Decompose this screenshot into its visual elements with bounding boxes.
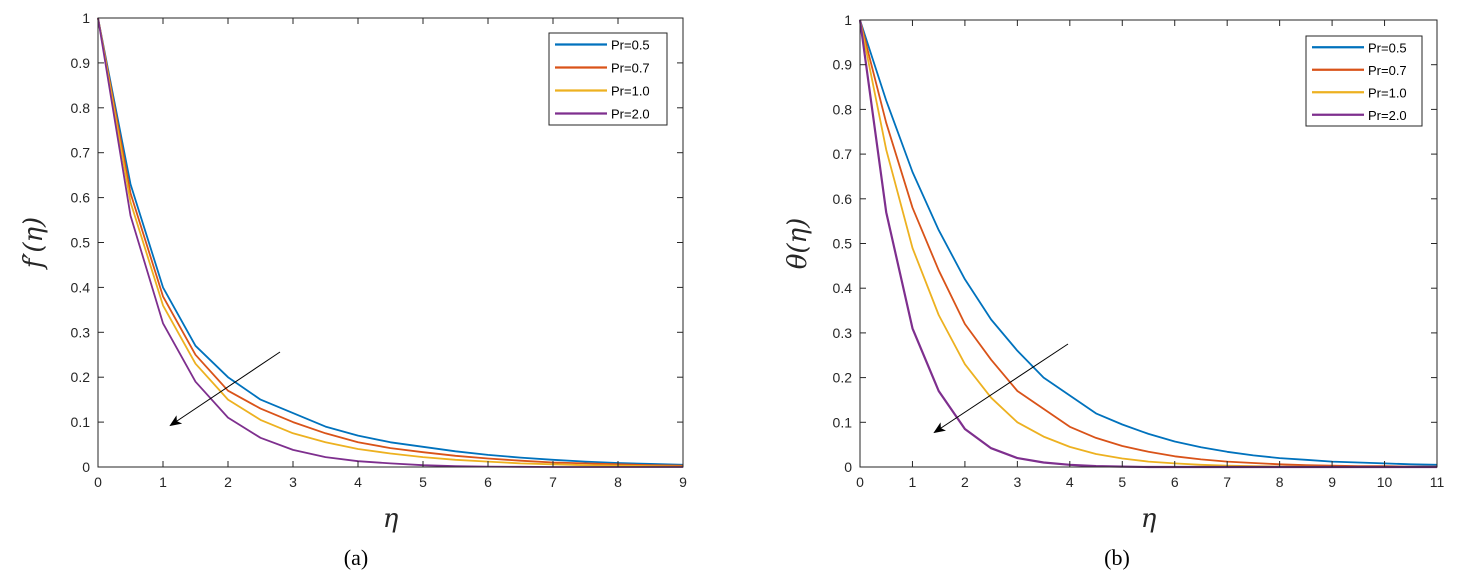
y-tick-label: 1 — [82, 10, 90, 26]
y-tick-label: 0.7 — [71, 145, 91, 161]
y-tick-label: 0.8 — [71, 100, 91, 116]
x-tick-label: 7 — [1223, 474, 1231, 490]
legend-entry-label: Pr=0.7 — [1368, 63, 1407, 78]
x-tick-label: 0 — [856, 474, 864, 490]
panel-caption: (a) — [344, 545, 368, 570]
y-axis-label: f′(η) — [19, 217, 49, 270]
y-tick-label: 0.6 — [833, 191, 853, 207]
y-tick-label: 0.8 — [833, 101, 853, 117]
legend-entry-label: Pr=2.0 — [1368, 108, 1407, 123]
x-axis-label: η — [1141, 504, 1157, 534]
x-tick-label: 5 — [1118, 474, 1126, 490]
y-tick-label: 0.5 — [833, 236, 853, 252]
y-tick-label: 0.2 — [833, 370, 853, 386]
legend-entry-label: Pr=0.5 — [611, 38, 650, 53]
x-tick-label: 6 — [484, 474, 492, 490]
y-tick-label: 0.4 — [833, 280, 853, 296]
series-line-pr-1-0 — [97, 17, 684, 468]
x-tick-label: 9 — [679, 474, 687, 490]
legend: Pr=0.5 Pr=0.7 Pr=1.0 Pr=2.0 — [1305, 35, 1423, 127]
series-line-pr-0-7 — [97, 17, 684, 467]
y-tick-label: 0.4 — [71, 279, 91, 295]
series-line-pr-0-5 — [859, 19, 1438, 466]
y-tick-label: 0.9 — [71, 55, 91, 71]
x-tick-label: 3 — [289, 474, 297, 490]
y-tick-label: 0.9 — [833, 57, 853, 73]
legend-entry-label: Pr=0.7 — [611, 61, 650, 76]
trend-arrow — [169, 351, 281, 427]
y-tick-label: 0.5 — [71, 235, 91, 251]
legend-entry-label: Pr=2.0 — [611, 107, 650, 122]
y-tick-label: 0 — [844, 459, 852, 475]
y-tick-label: 0.3 — [833, 325, 853, 341]
series-line-pr-0-5 — [97, 17, 684, 466]
y-tick-label: 0.2 — [71, 369, 91, 385]
x-tick-label: 8 — [1276, 474, 1284, 490]
y-tick-label: 0.1 — [71, 414, 91, 430]
legend-entry-label: Pr=1.0 — [1368, 85, 1407, 100]
x-tick-label: 5 — [419, 474, 427, 490]
y-tick-label: 0 — [82, 459, 90, 475]
x-axis-label: η — [383, 504, 399, 534]
chart-panel-b: 0 1 2 3 4 5 6 7 8 9 10 11 0 0.1 0.2 0.3 0.4 0.5 0.6 0.7 0.8 0… — [783, 12, 1444, 570]
y-tick-label: 0.7 — [833, 146, 853, 162]
x-tick-label: 11 — [1430, 474, 1445, 490]
x-tick-label: 6 — [1171, 474, 1179, 490]
y-tick-label: 0.3 — [71, 324, 91, 340]
legend-entry-label: Pr=0.5 — [1368, 40, 1407, 55]
x-tick-label: 9 — [1328, 474, 1336, 490]
x-tick-label: 10 — [1377, 474, 1393, 490]
x-tick-label: 1 — [909, 474, 917, 490]
trend-arrow — [933, 343, 1069, 434]
x-tick-label: 0 — [94, 474, 102, 490]
x-tick-label: 8 — [614, 474, 622, 490]
x-tick-label: 2 — [224, 474, 232, 490]
legend-box — [1305, 35, 1423, 127]
x-tick-label: 3 — [1013, 474, 1021, 490]
x-tick-label: 4 — [354, 474, 362, 490]
series-line-pr-0-7 — [859, 19, 1437, 468]
x-tick-label: 1 — [159, 474, 167, 490]
chart-panel-a: 0 1 2 3 4 5 6 7 8 9 0 0.1 0.2 0.3 0.4 0.5 0.6 0.7 0.8 0.9 1 η… — [19, 10, 687, 570]
x-tick-label: 2 — [961, 474, 969, 490]
legend-entry-label: Pr=1.0 — [611, 84, 650, 99]
x-tick-label: 7 — [549, 474, 557, 490]
legend: Pr=0.5 Pr=0.7 Pr=1.0 Pr=2.0 — [548, 32, 668, 126]
x-tick-label: 4 — [1066, 474, 1074, 490]
panel-caption: (b) — [1104, 545, 1130, 570]
y-tick-label: 0.1 — [833, 414, 853, 430]
y-tick-label: 1 — [844, 12, 852, 28]
y-tick-label: 0.6 — [71, 190, 91, 206]
y-axis-label: θ(η) — [783, 218, 813, 270]
legend-box — [548, 32, 668, 126]
